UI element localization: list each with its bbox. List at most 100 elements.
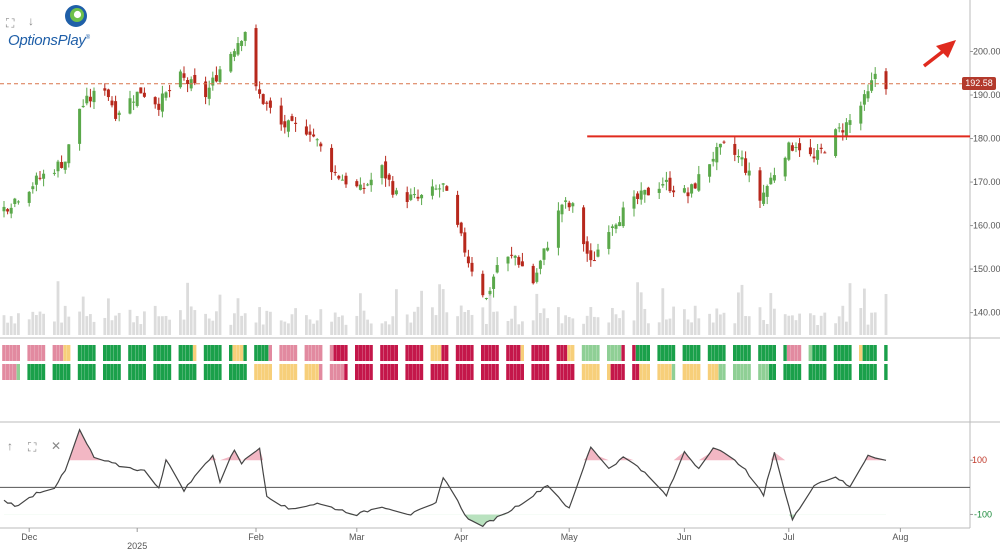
volume-bar xyxy=(632,320,636,335)
candle-body xyxy=(693,183,697,189)
candle-body xyxy=(589,250,593,261)
oscillator-close-icon[interactable]: ✕ xyxy=(51,439,62,453)
time-tick-label: Mar xyxy=(349,532,365,542)
candle-body xyxy=(67,144,71,164)
volume-bar xyxy=(330,321,333,335)
volume-bar xyxy=(431,307,434,335)
candle-body xyxy=(762,192,766,204)
signal-band-cell-row1 xyxy=(621,345,625,361)
signal-band-cell-row1 xyxy=(106,345,110,361)
signal-band-cell-row1 xyxy=(131,345,136,361)
candle-body xyxy=(6,209,10,212)
volume-bar xyxy=(812,315,816,335)
volume-bar xyxy=(560,323,564,335)
signal-band-cell-row1 xyxy=(113,345,118,361)
candle-body xyxy=(592,260,596,262)
candle-body xyxy=(78,108,82,144)
volume-bar xyxy=(848,283,852,335)
signal-band-cell-row2 xyxy=(819,364,823,380)
signal-band-cell-row2 xyxy=(167,364,172,380)
signal-band-cell-row2 xyxy=(319,364,323,380)
signal-band-cell-row2 xyxy=(664,364,668,380)
signal-band-cell-row2 xyxy=(545,364,550,380)
candle-body xyxy=(708,164,712,177)
signal-band-cell-row2 xyxy=(279,364,283,380)
signal-band-cell-row1 xyxy=(239,345,244,361)
candle-body xyxy=(466,256,470,264)
signal-band-cell-row1 xyxy=(236,345,240,361)
oscillator-up-icon[interactable]: ↑ xyxy=(7,439,13,453)
volume-bar xyxy=(269,311,272,335)
candle-body xyxy=(412,194,416,196)
signal-band-cell-row2 xyxy=(437,364,442,380)
candle-body xyxy=(520,261,524,267)
candle-body xyxy=(232,51,236,57)
signal-band-cell-row2 xyxy=(794,364,798,380)
candle-body xyxy=(337,175,341,179)
signal-band-cell-row2 xyxy=(304,364,308,380)
volume-bar xyxy=(445,312,449,335)
signal-band-cell-row1 xyxy=(189,345,193,361)
candle-body xyxy=(823,152,827,154)
candle-body xyxy=(114,101,118,119)
signal-band-cell-row1 xyxy=(455,345,460,361)
volume-bar xyxy=(456,316,459,335)
signal-band-cell-row1 xyxy=(563,345,568,361)
volume-bar xyxy=(467,309,470,335)
signal-band-cell-row2 xyxy=(761,364,766,380)
candle-body xyxy=(862,94,866,105)
signal-band-cell-row1 xyxy=(405,345,409,361)
volume-bar xyxy=(521,321,524,335)
signal-band-cell-row2 xyxy=(229,364,233,380)
signal-band-cell-row2 xyxy=(268,364,272,380)
signal-band-cell-row2 xyxy=(614,364,618,380)
signal-band-cell-row1 xyxy=(391,345,395,361)
candle-body xyxy=(294,122,298,124)
volume-bar xyxy=(366,319,369,335)
logo-trademark: ® xyxy=(85,35,90,41)
signal-band-cell-row1 xyxy=(81,345,85,361)
volume-bar xyxy=(117,312,121,335)
signal-band-cell-row2 xyxy=(441,364,445,380)
oscillator-overbought-fill xyxy=(4,429,886,461)
signal-band-cell-row2 xyxy=(484,364,488,380)
candle-body xyxy=(618,222,622,227)
volume-bar xyxy=(686,319,690,335)
candle-body xyxy=(492,276,496,289)
candle-body xyxy=(438,188,442,190)
candle-body xyxy=(34,175,38,185)
signal-band-cell-row1 xyxy=(736,345,740,361)
signal-band-cell-row1 xyxy=(329,345,334,361)
download-icon[interactable]: ↓ xyxy=(28,14,34,28)
candle-body xyxy=(416,196,420,199)
candle-body xyxy=(420,194,424,199)
oscillator-expand-icon[interactable]: ⛶ xyxy=(28,440,37,454)
candle-body xyxy=(110,100,114,106)
signal-band-cell-row1 xyxy=(661,345,665,361)
signal-band-cell-row1 xyxy=(823,345,827,361)
signal-band-cell-row1 xyxy=(333,345,337,361)
expand-icon[interactable]: ⛶ xyxy=(6,16,15,30)
signal-band-cell-row1 xyxy=(657,345,661,361)
signal-band-cell-row2 xyxy=(812,364,816,380)
signal-band-cell-row1 xyxy=(797,345,802,361)
signal-band-cell-row2 xyxy=(337,364,341,380)
signal-band-cell-row1 xyxy=(841,345,845,361)
candle-body xyxy=(571,203,575,207)
signal-band-cell-row2 xyxy=(178,364,182,380)
candle-body xyxy=(722,141,726,143)
signal-band-cell-row1 xyxy=(92,345,96,361)
volume-bar xyxy=(164,315,168,335)
signal-band-cell-row1 xyxy=(5,345,10,361)
candle-body xyxy=(841,130,845,133)
volume-bar xyxy=(132,322,135,335)
signal-band-cell-row1 xyxy=(581,345,586,361)
signal-band-cell-row2 xyxy=(81,364,85,380)
signal-band-cell-row2 xyxy=(455,364,460,380)
volume-bar xyxy=(236,298,240,335)
candle-body xyxy=(236,43,240,55)
candle-body xyxy=(769,177,773,185)
signal-band-cell-row1 xyxy=(869,345,874,361)
signal-band-cell-row1 xyxy=(765,345,769,361)
